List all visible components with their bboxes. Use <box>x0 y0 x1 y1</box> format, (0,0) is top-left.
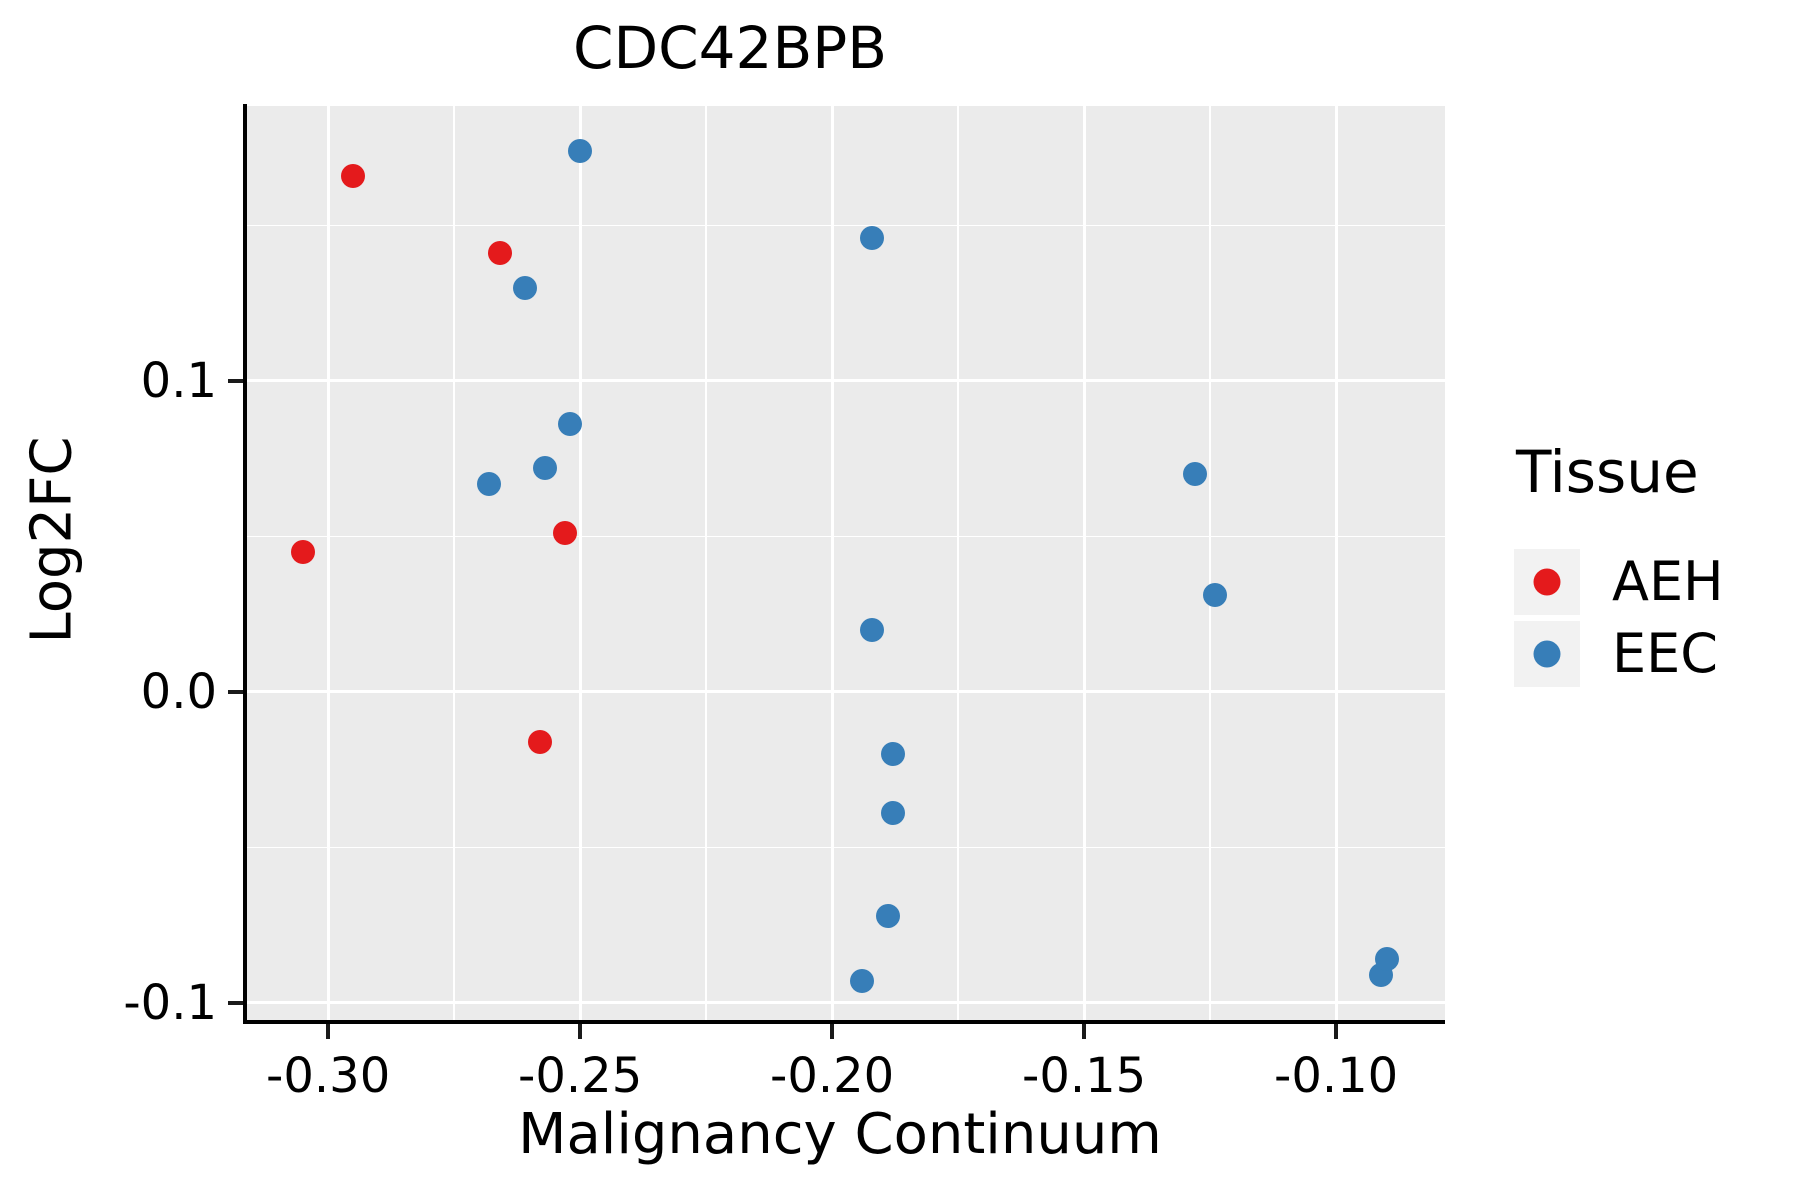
x-major-gridline <box>1334 106 1338 1020</box>
x-tick-mark <box>830 1022 835 1039</box>
x-minor-gridline <box>957 106 959 1020</box>
data-point-eec <box>1183 462 1208 487</box>
x-minor-gridline <box>705 106 707 1020</box>
legend-dot-eec <box>1533 640 1561 668</box>
data-point-aeh <box>527 729 552 754</box>
plot-panel <box>247 106 1445 1020</box>
data-point-eec <box>558 412 583 437</box>
y-minor-gridline <box>247 224 1445 227</box>
data-point-aeh <box>553 521 578 546</box>
y-major-gridline <box>247 379 1445 383</box>
legend: Tissue AEH EEC <box>1514 438 1724 690</box>
y-minor-gridline <box>247 846 1445 849</box>
y-minor-gridline <box>247 535 1445 538</box>
data-point-eec <box>875 903 900 928</box>
x-tick-label: -0.15 <box>1022 1048 1147 1104</box>
legend-entries: AEH EEC <box>1514 546 1724 690</box>
legend-dot-aeh <box>1533 568 1561 596</box>
x-minor-gridline <box>453 106 455 1020</box>
y-tick-mark <box>228 689 245 694</box>
data-point-eec <box>532 455 557 480</box>
data-point-eec <box>860 225 885 250</box>
legend-label: AEH <box>1612 550 1724 613</box>
x-tick-label: -0.10 <box>1274 1048 1399 1104</box>
legend-title: Tissue <box>1516 438 1699 506</box>
legend-key-box <box>1514 621 1580 687</box>
y-tick-label: 0.0 <box>140 663 217 720</box>
y-major-gridline <box>247 1001 1445 1005</box>
x-major-gridline <box>326 106 330 1020</box>
data-point-eec <box>512 275 537 300</box>
x-axis-title: Malignancy Continuum <box>518 1102 1162 1167</box>
x-tick-label: -0.20 <box>770 1048 895 1104</box>
data-point-eec <box>568 138 593 163</box>
data-point-aeh <box>487 241 512 266</box>
data-point-eec <box>1203 583 1228 608</box>
legend-entry-aeh: AEH <box>1514 546 1724 618</box>
x-minor-gridline <box>1209 106 1211 1020</box>
legend-entry-eec: EEC <box>1514 618 1724 690</box>
y-tick-mark <box>228 1000 245 1005</box>
data-point-eec <box>850 969 875 994</box>
data-point-aeh <box>290 539 315 564</box>
x-tick-label: -0.30 <box>266 1048 391 1104</box>
x-tick-mark <box>1334 1022 1339 1039</box>
data-point-eec <box>860 617 885 642</box>
data-point-eec <box>1374 947 1399 972</box>
x-tick-mark <box>1082 1022 1087 1039</box>
data-point-aeh <box>341 163 366 188</box>
x-axis-line <box>243 1020 1445 1024</box>
legend-key-box <box>1514 549 1580 615</box>
x-tick-label: -0.25 <box>518 1048 643 1104</box>
plot-title: CDC42BPB <box>572 14 888 82</box>
x-major-gridline <box>1082 106 1086 1020</box>
y-tick-label: 0.1 <box>140 352 217 409</box>
x-major-gridline <box>830 106 834 1020</box>
y-major-gridline <box>247 690 1445 694</box>
x-major-gridline <box>578 106 582 1020</box>
y-axis-title: Log2FC <box>19 436 85 644</box>
data-point-eec <box>477 471 502 496</box>
data-point-eec <box>880 801 905 826</box>
y-tick-mark <box>228 378 245 383</box>
y-tick-label: -0.1 <box>123 974 217 1031</box>
y-axis-line <box>243 104 247 1024</box>
data-point-eec <box>880 742 905 767</box>
legend-label: EEC <box>1612 622 1718 685</box>
x-tick-mark <box>326 1022 331 1039</box>
x-tick-mark <box>578 1022 583 1039</box>
